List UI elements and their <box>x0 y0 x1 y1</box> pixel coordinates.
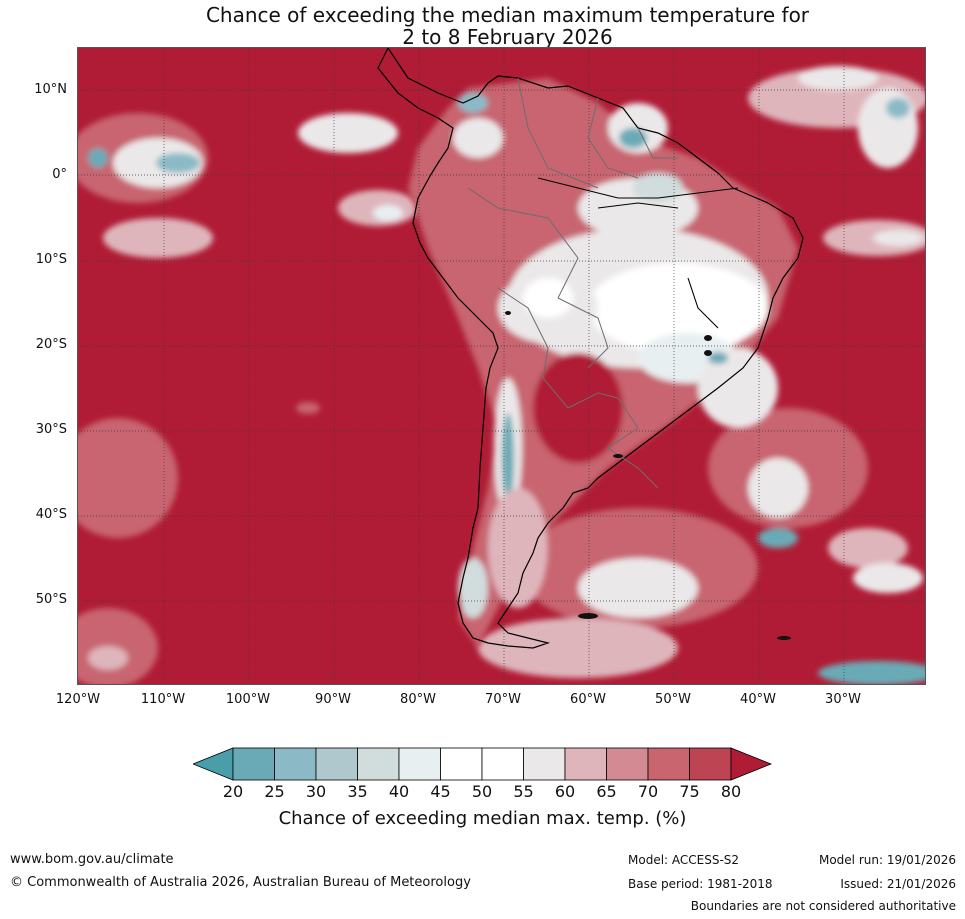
forecast-map <box>78 48 925 684</box>
colorbar-bin-60-65 <box>564 747 607 781</box>
lon-label-90w: 90°W <box>315 692 351 707</box>
lat-label-50s: 50°S <box>35 592 67 607</box>
colorbar-label: Chance of exceeding median max. temp. (%… <box>278 808 687 829</box>
colorbar-tick-45: 45 <box>430 782 451 801</box>
lon-label-70w: 70°W <box>485 692 521 707</box>
land-anomaly-patches <box>408 78 798 648</box>
lon-label-110w: 110°W <box>140 692 186 707</box>
lon-label-40w: 40°W <box>740 692 776 707</box>
colorbar-tick-70: 70 <box>637 782 659 801</box>
colorbar-tick-30: 30 <box>305 782 327 801</box>
colorbar-bin-20-25 <box>232 747 275 781</box>
model-text: Model: ACCESS-S2 <box>628 853 740 867</box>
pacific-anomaly-patches <box>78 113 418 684</box>
colorbar-tick-75: 75 <box>679 782 700 801</box>
colorbar-bin-45-50 <box>440 747 483 781</box>
website-link[interactable]: www.bom.gov.au/climate <box>10 852 174 867</box>
colorbar-high-arrow <box>730 747 773 781</box>
colorbar-bin-50-55 <box>481 747 524 781</box>
colorbar-tick-60: 60 <box>554 782 576 801</box>
colorbar-bin-25-30 <box>274 747 317 781</box>
lon-label-30w: 30°W <box>825 692 861 707</box>
country-borders <box>467 77 678 489</box>
colorbar-tick-40: 40 <box>388 782 410 801</box>
lat-label-10n: 10°N <box>34 82 67 97</box>
lat-label-0: 0° <box>52 167 67 182</box>
colorbar-low-arrow <box>193 747 234 781</box>
colorbar-tick-55: 55 <box>513 782 534 801</box>
graticule <box>78 48 925 684</box>
colorbar-bin-40-45 <box>398 747 441 781</box>
chart-title: Chance of exceeding the median maximum t… <box>0 4 965 48</box>
colorbar-bin-75-80 <box>689 747 732 781</box>
lakes <box>505 311 712 458</box>
colorbar-bin-35-40 <box>357 747 400 781</box>
colorbar-bin-30-35 <box>315 747 358 781</box>
title-line-1: Chance of exceeding the median maximum t… <box>205 3 810 27</box>
colorbar-tick-25: 25 <box>264 782 285 801</box>
title-line-2: 2 to 8 February 2026 <box>402 25 613 49</box>
lat-label-30s: 30°S <box>35 422 67 437</box>
rivers <box>537 177 739 329</box>
lon-label-80w: 80°W <box>400 692 436 707</box>
copyright-text: © Commonwealth of Australia 2026, Austra… <box>10 875 471 890</box>
colorbar-bin-70-75 <box>647 747 690 781</box>
lon-label-100w: 100°W <box>225 692 271 707</box>
colorbar-tick-50: 50 <box>471 782 493 801</box>
colorbar <box>193 747 773 781</box>
coastline <box>377 48 804 649</box>
lat-label-40s: 40°S <box>35 507 67 522</box>
colorbar-tick-20: 20 <box>222 782 244 801</box>
disclaimer-text: Boundaries are not considered authoritat… <box>690 899 956 913</box>
lat-label-10s: 10°S <box>35 252 67 267</box>
lat-label-20s: 20°S <box>35 337 67 352</box>
lon-label-50w: 50°W <box>655 692 691 707</box>
model-run-text: Model run: 19/01/2026 <box>818 853 956 867</box>
map-panel <box>77 47 926 685</box>
colorbar-bin-55-60 <box>523 747 566 781</box>
colorbar-tick-65: 65 <box>596 782 617 801</box>
lon-label-120w: 120°W <box>55 692 101 707</box>
colorbar-tick-35: 35 <box>347 782 368 801</box>
colorbar-tick-80: 80 <box>720 782 742 801</box>
atlantic-anomaly-patches <box>478 66 925 684</box>
base-period-text: Base period: 1981-2018 <box>628 877 773 891</box>
issued-text: Issued: 21/01/2026 <box>840 877 956 891</box>
falkland-islands <box>578 613 791 640</box>
lon-label-60w: 60°W <box>570 692 606 707</box>
colorbar-bin-65-70 <box>606 747 649 781</box>
